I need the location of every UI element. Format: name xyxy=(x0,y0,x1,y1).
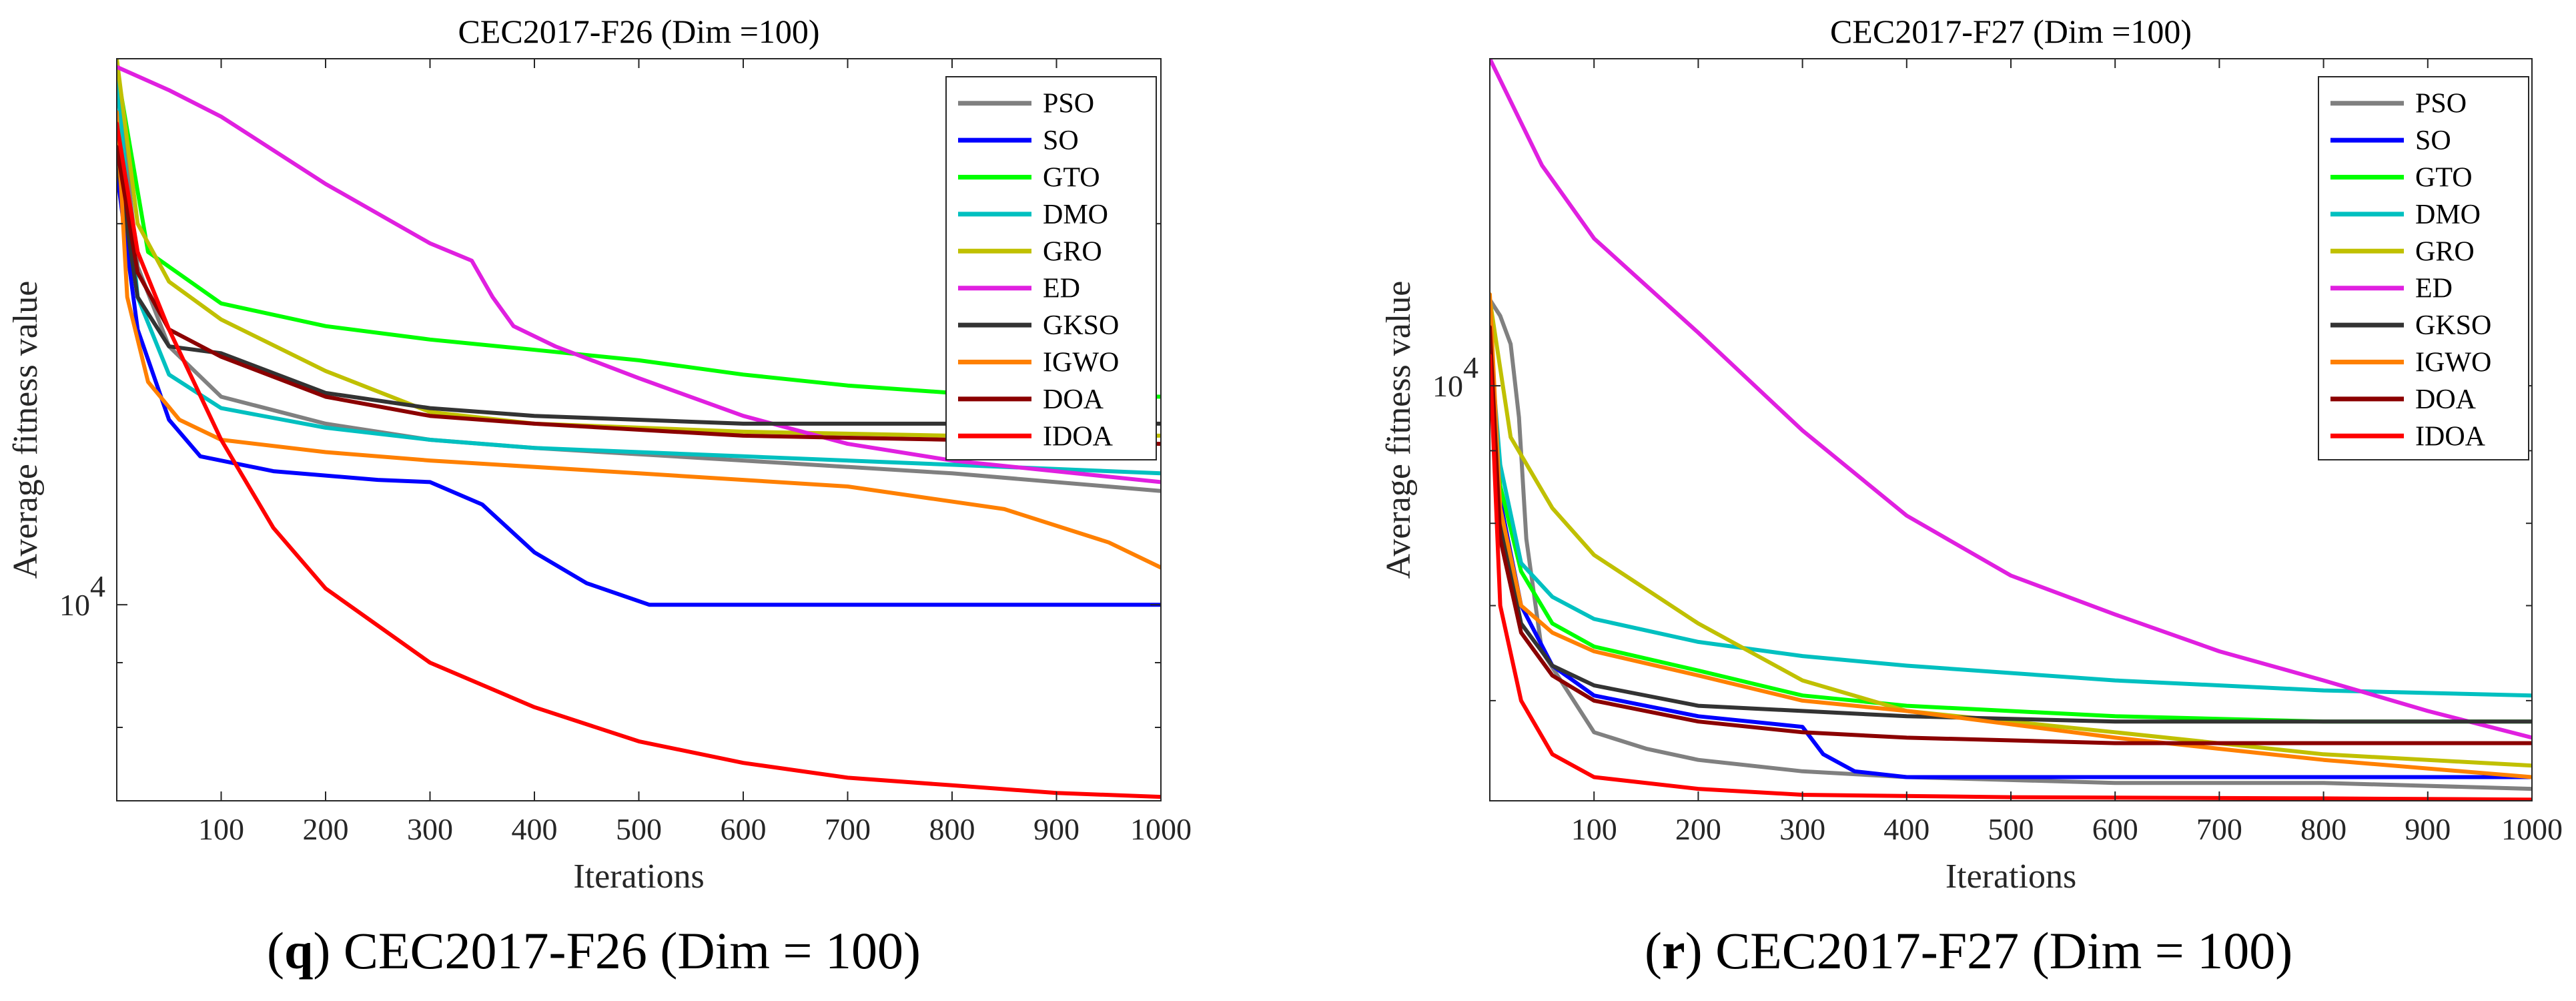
series-group xyxy=(117,59,1161,799)
series-line-so xyxy=(117,169,1161,607)
x-tick-label: 900 xyxy=(1033,812,1080,846)
series-line-idoa xyxy=(1490,354,2532,801)
y-tick-label-exponent: 4 xyxy=(90,569,105,603)
legend-label-gto: GTO xyxy=(1043,163,1100,194)
legend-label-pso: PSO xyxy=(1043,89,1094,119)
x-tick-label: 700 xyxy=(2196,812,2242,846)
caption-left-text: CEC2017-F26 (Dim = 100) xyxy=(343,922,921,980)
series-line-igwo xyxy=(117,110,1161,570)
legend-label-pso: PSO xyxy=(2415,89,2467,119)
series-line-ed xyxy=(1490,59,2532,740)
y-axis-label: Average fitness value xyxy=(1380,281,1418,579)
series-line-dmo xyxy=(1490,336,2532,698)
y-tick-label: 10 xyxy=(59,588,90,622)
series-line-pso xyxy=(1490,298,2532,791)
caption-right-letter: r xyxy=(1661,922,1685,980)
legend-label-so: SO xyxy=(1043,125,1079,156)
x-tick-label: 600 xyxy=(721,812,767,846)
y-axis-label: Average fitness value xyxy=(7,281,45,579)
series-line-idoa xyxy=(117,121,1161,799)
chart-title: CEC2017-F26 (Dim =100) xyxy=(458,13,819,50)
caption-left-letter: q xyxy=(284,922,314,980)
legend-label-gro: GRO xyxy=(2415,236,2475,267)
legend-label-idoa: IDOA xyxy=(1043,421,1114,452)
legend-label-gro: GRO xyxy=(1043,236,1102,267)
x-tick-label: 300 xyxy=(407,812,453,846)
y-tick-label: 10 xyxy=(1432,369,1463,403)
caption-right-text: CEC2017-F27 (Dim = 100) xyxy=(1715,922,2293,980)
caption-right: (r) CEC2017-F27 (Dim = 100) xyxy=(1645,922,2293,980)
legend-label-ed: ED xyxy=(1043,274,1080,304)
legend-label-igwo: IGWO xyxy=(1043,348,1119,378)
legend: PSO SO GTO DMO GRO ED GKSO IGWO DOA IDOA xyxy=(945,76,1157,460)
legend-label-doa: DOA xyxy=(2415,384,2477,415)
x-tick-label: 500 xyxy=(616,812,662,846)
x-axis-label: Iterations xyxy=(573,858,704,896)
series-line-gto xyxy=(1490,384,2532,724)
x-tick-label: 700 xyxy=(825,812,871,846)
legend-label-dmo: DMO xyxy=(2415,200,2481,230)
legend-label-dmo: DMO xyxy=(1043,200,1108,230)
x-tick-label: 300 xyxy=(1779,812,1825,846)
legend-label-gkso: GKSO xyxy=(1043,310,1119,341)
legend-label-gkso: GKSO xyxy=(2415,310,2491,341)
x-axis-label: Iterations xyxy=(1946,858,2076,896)
x-tick-label: 100 xyxy=(198,812,244,846)
x-tick-label: 400 xyxy=(1883,812,1929,846)
x-tick-label: 100 xyxy=(1571,812,1617,846)
series-line-doa xyxy=(117,145,1161,446)
x-tick-label: 800 xyxy=(929,812,975,846)
x-tick-label: 500 xyxy=(1988,812,2034,846)
chart-f27: 100 200 300 400 500 600 700 800 900 1000 104 CEC201… xyxy=(1380,13,2563,896)
series-group xyxy=(1490,59,2532,801)
legend-label-ed: ED xyxy=(2415,274,2453,304)
chart-title: CEC2017-F27 (Dim =100) xyxy=(1830,13,2192,50)
caption-left: (q) CEC2017-F26 (Dim = 100) xyxy=(267,922,921,980)
series-line-gro xyxy=(117,59,1161,438)
series-line-gkso xyxy=(1490,325,2532,724)
series-line-gkso xyxy=(117,157,1161,426)
y-tick-label-exponent: 4 xyxy=(1463,350,1478,384)
legend-label-so: SO xyxy=(2415,125,2451,156)
series-line-gto xyxy=(117,67,1161,399)
series-line-doa xyxy=(1490,325,2532,745)
legend-label-idoa: IDOA xyxy=(2415,421,2486,452)
x-tick-label: 600 xyxy=(2092,812,2138,846)
legend-label-gto: GTO xyxy=(2415,163,2473,194)
legend: PSO SO GTO DMO GRO ED GKSO IGWO DOA IDOA xyxy=(2318,76,2529,460)
x-tick-label: 200 xyxy=(1675,812,1721,846)
legend-label-doa: DOA xyxy=(1043,384,1104,415)
x-tick-label: 1000 xyxy=(2501,812,2563,846)
chart-f26: 100 200 300 400 500 600 700 800 900 1000 104 CEC201… xyxy=(7,13,1192,896)
x-tick-label: 900 xyxy=(2405,812,2451,846)
series-line-dmo xyxy=(117,77,1161,476)
legend-label-igwo: IGWO xyxy=(2415,348,2491,378)
x-tick-label: 400 xyxy=(512,812,558,846)
x-tick-label: 1000 xyxy=(1130,812,1192,846)
x-tick-label: 800 xyxy=(2300,812,2346,846)
x-tick-label: 200 xyxy=(303,812,349,846)
